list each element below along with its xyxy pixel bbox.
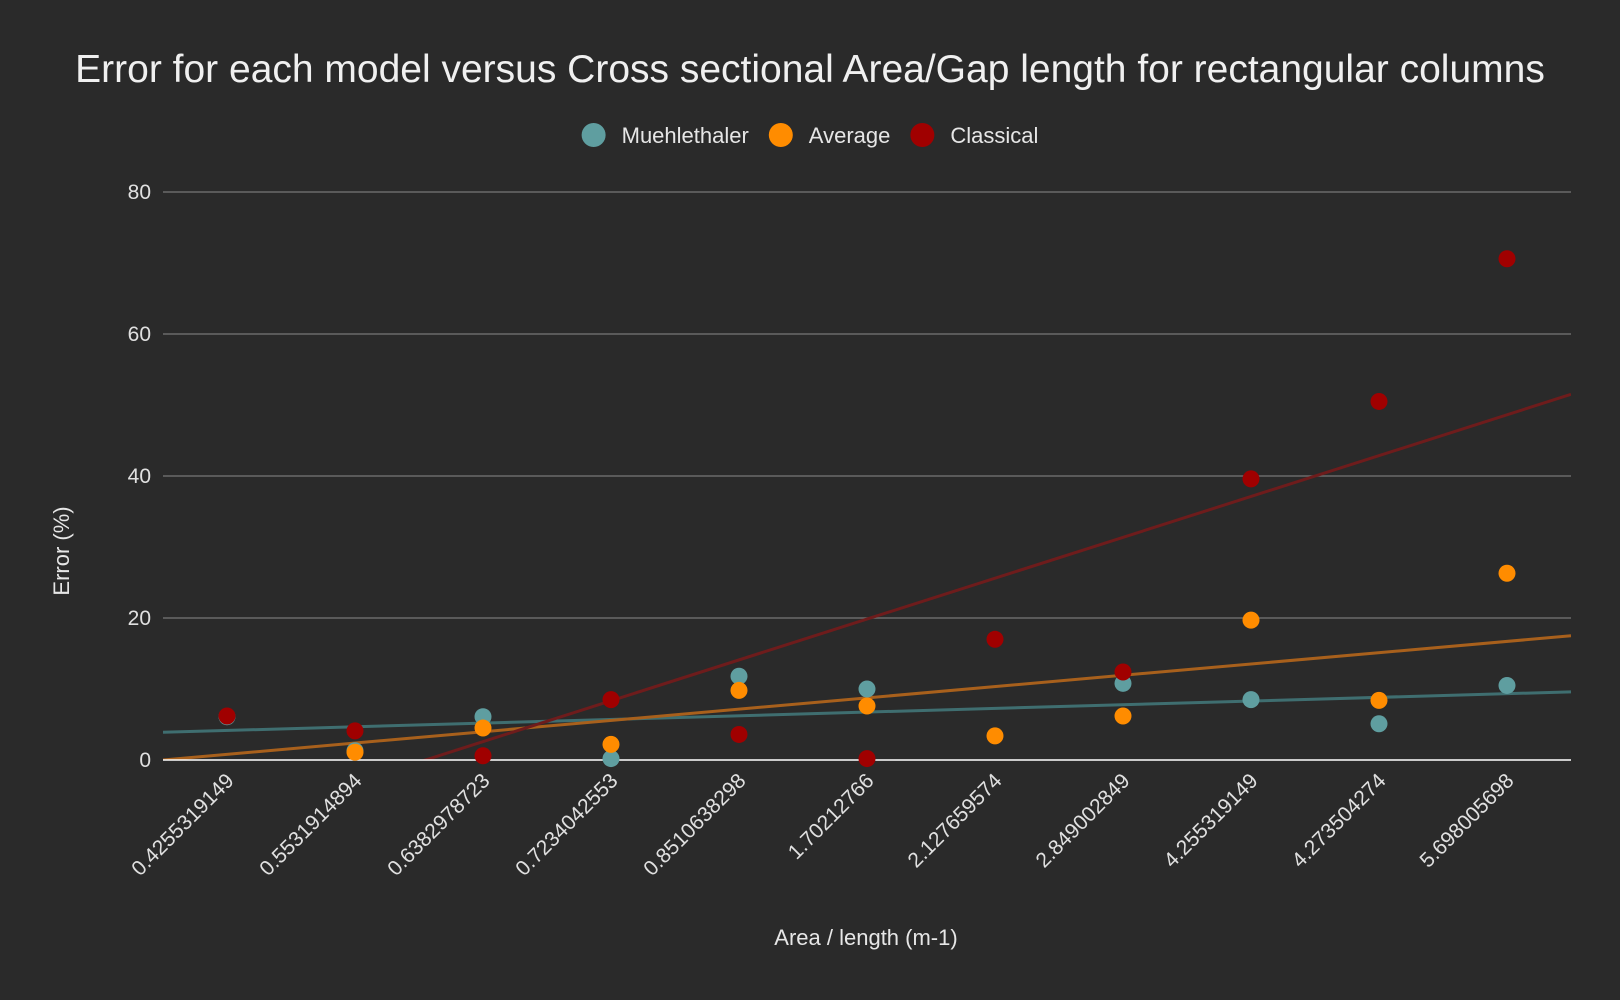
- legend-label: Average: [809, 123, 891, 148]
- x-tick-label: 1.70212766: [784, 769, 879, 864]
- point-classical: [730, 725, 748, 743]
- point-muehlethaler: [1498, 676, 1516, 694]
- point-average: [346, 743, 364, 761]
- point-average: [1114, 707, 1132, 725]
- gridlines: [163, 191, 1571, 619]
- point-average: [1242, 611, 1260, 629]
- x-tick-label: 4.255319149: [1160, 769, 1263, 872]
- legend-marker: [581, 123, 606, 147]
- point-average: [858, 697, 876, 715]
- point-classical: [1114, 663, 1132, 681]
- point-classical: [218, 707, 236, 725]
- point-average: [474, 719, 492, 737]
- point-average: [1370, 691, 1388, 709]
- point-average: [602, 735, 620, 753]
- point-muehlethaler: [602, 750, 620, 768]
- x-tick-label: 0.7234042553: [511, 769, 622, 880]
- x-tick-label: 5.698005698: [1416, 769, 1519, 872]
- y-tick-label: 0: [139, 749, 151, 772]
- point-classical: [1370, 392, 1388, 410]
- legend-item-muehlethaler[interactable]: Muehlethaler: [581, 123, 749, 148]
- point-muehlethaler: [858, 680, 876, 698]
- legend-item-classical[interactable]: Classical: [910, 123, 1038, 148]
- legend: Muehlethaler Average Classical: [581, 123, 1038, 148]
- legend-label: Muehlethaler: [622, 123, 749, 148]
- point-classical: [858, 750, 876, 768]
- x-tick-label: 0.8510638298: [639, 769, 750, 880]
- y-tick-label: 20: [128, 607, 151, 630]
- legend-item-average[interactable]: Average: [768, 123, 891, 148]
- point-muehlethaler: [1370, 715, 1388, 733]
- point-muehlethaler: [1242, 691, 1260, 709]
- legend-label: Classical: [950, 123, 1038, 148]
- legend-marker: [768, 123, 793, 147]
- point-classical: [346, 722, 364, 740]
- x-tick-label: 0.6382978723: [383, 769, 494, 880]
- x-tick-label: 2.127659574: [904, 769, 1007, 872]
- y-axis-title: Error (%): [49, 506, 74, 595]
- point-classical: [474, 747, 492, 765]
- point-average: [730, 681, 748, 699]
- x-tick-label: 2.849002849: [1032, 769, 1135, 872]
- x-axis-title: Area / length (m-1): [774, 925, 957, 950]
- x-tick-label: 0.4255319149: [127, 769, 238, 880]
- point-average: [1498, 564, 1516, 582]
- trendline-classical: [420, 392, 1571, 760]
- point-muehlethaler: [730, 667, 748, 685]
- y-axis-ticks: 0 20 40 60 80: [128, 181, 151, 772]
- x-tick-label: 4.273504274: [1288, 769, 1391, 872]
- chart-title: Error for each model versus Cross sectio…: [75, 48, 1545, 91]
- data-points: [218, 250, 1516, 768]
- x-axis-ticks: 0.4255319149 0.5531914894 0.6382978723 0.72…: [127, 769, 1518, 880]
- y-tick-label: 40: [128, 465, 151, 488]
- point-average: [986, 727, 1004, 745]
- point-classical: [602, 691, 620, 709]
- y-tick-label: 80: [128, 181, 151, 204]
- point-classical: [986, 630, 1004, 648]
- x-tick-label: 0.5531914894: [255, 769, 366, 880]
- point-classical: [1242, 470, 1260, 488]
- point-classical: [1498, 250, 1516, 268]
- legend-marker: [910, 123, 935, 147]
- y-tick-label: 60: [128, 323, 151, 346]
